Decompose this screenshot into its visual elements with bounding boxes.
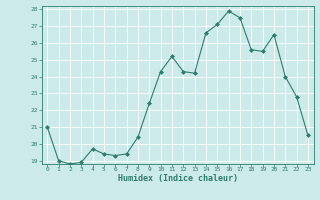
X-axis label: Humidex (Indice chaleur): Humidex (Indice chaleur) [118,174,237,183]
